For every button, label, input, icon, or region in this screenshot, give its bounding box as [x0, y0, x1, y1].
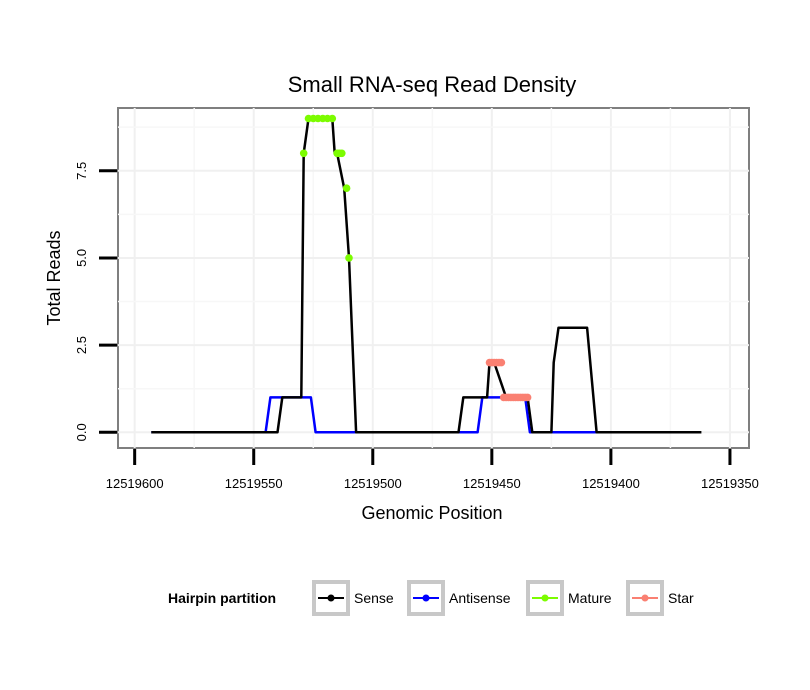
y-axis-label: Total Reads — [44, 230, 64, 325]
y-tick-label: 2.5 — [74, 336, 89, 354]
y-tick-label: 7.5 — [74, 162, 89, 180]
legend-item-star: Star — [626, 580, 694, 616]
legend-key-point — [422, 594, 430, 602]
plot-panel — [117, 107, 750, 449]
point-mature — [299, 149, 308, 158]
y-tick-label: 5.0 — [74, 249, 89, 267]
point-mature — [342, 184, 351, 192]
legend-title: Hairpin partition — [168, 590, 276, 606]
legend-item-sense: Sense — [312, 580, 394, 616]
legend-key-point — [641, 594, 649, 602]
point-mature — [328, 114, 337, 123]
points-layer — [299, 114, 532, 402]
legend-label-mature: Mature — [568, 590, 612, 606]
x-axis: 12519600 12519550 12519500 12519450 12519400… — [106, 449, 759, 491]
x-tick-label: 12519450 — [463, 476, 521, 491]
y-axis: 0.0 2.5 5.0 7.5 — [74, 162, 117, 441]
legend-label-antisense: Antisense — [449, 590, 511, 606]
point-star — [497, 358, 506, 367]
point-mature — [338, 149, 346, 158]
legend-item-mature: Mature — [526, 580, 612, 616]
x-tick-label: 12519600 — [106, 476, 164, 491]
legend: Hairpin partition Sense Antisense Mature St… — [168, 580, 694, 616]
legend-item-antisense: Antisense — [407, 580, 511, 616]
legend-key-point — [327, 594, 335, 602]
x-tick-label: 12519550 — [225, 476, 283, 491]
x-tick-label: 12519400 — [582, 476, 640, 491]
x-axis-label: Genomic Position — [361, 503, 502, 523]
x-tick-label: 12519500 — [344, 476, 402, 491]
legend-label-sense: Sense — [354, 590, 394, 606]
x-tick-label: 12519350 — [701, 476, 759, 491]
legend-label-star: Star — [668, 590, 694, 606]
legend-key-point — [541, 594, 549, 602]
y-tick-label: 0.0 — [74, 423, 89, 441]
point-mature — [345, 254, 353, 262]
point-star — [523, 393, 532, 402]
chart-title: Small RNA-seq Read Density — [288, 72, 577, 97]
